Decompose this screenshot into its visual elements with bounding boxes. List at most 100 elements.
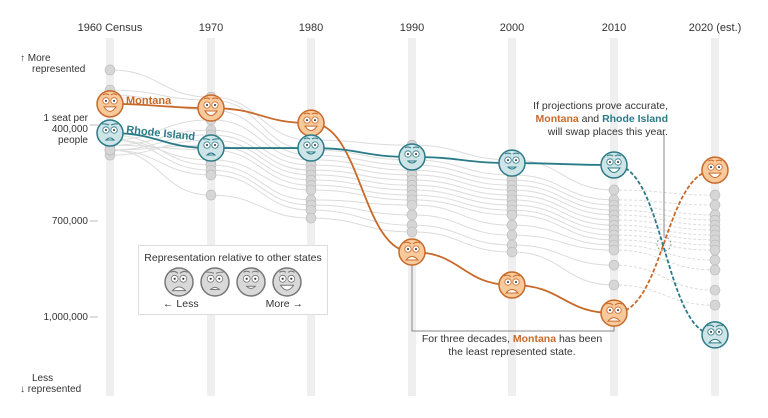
year-column-bar [106,38,114,396]
face-circle [272,267,302,297]
other-state-dot [506,219,518,231]
other-state-line-projected [613,244,716,261]
face-pupil [218,277,221,280]
face-pupil [617,309,619,312]
face-brows [706,324,724,328]
legend-face-1 [164,267,194,297]
face-mouth [506,166,518,170]
face-brows [243,270,259,273]
y-label-top: ↑ More represented [20,53,86,75]
other-state-dot [506,246,518,258]
x-tick-label: 2020 (est.) [689,22,742,34]
legend-face-4 [272,267,302,297]
face-mouth [504,289,520,294]
face-pupil [507,159,509,162]
other-state-line-projected [613,264,716,291]
face-circle [398,143,426,171]
x-tick-label: 1990 [400,22,424,34]
face-pupil [407,248,409,251]
face-mouth [103,106,117,112]
face-brows [303,137,319,140]
other-state-line-projected [613,239,716,251]
rhode-island-face-marker [297,134,325,162]
x-tick-label: 1970 [199,22,223,34]
face-pupil [254,277,257,280]
face-circle [96,119,124,147]
face-pupil [105,99,107,102]
other-state-dot [104,64,116,76]
other-state-dot [205,189,217,201]
montana-label: Montana [126,95,172,107]
face-pupil [718,166,720,169]
face-pupil [718,330,720,333]
face-pupil [206,144,208,147]
other-state-dot [709,299,721,311]
other-state-dot [305,212,317,224]
face-mouth [104,137,116,141]
other-state-dot [709,244,721,256]
rhode-island-line [109,132,615,166]
face-brows [504,152,520,155]
face-pupil [617,161,619,163]
face-pupil [407,153,409,155]
face-circle [600,151,628,179]
other-state-dot [205,169,217,181]
face-circle [600,299,628,327]
face-pupil [306,144,308,147]
face-brows [404,146,420,149]
x-tick-label: 2010 [602,22,626,34]
face-pupil [415,248,417,251]
montana-face-marker [297,109,325,137]
face-pupil [290,277,293,280]
face-brows [170,270,188,274]
other-state-line [109,139,615,241]
legend-faces [164,267,302,297]
face-mouth [245,285,257,289]
face-pupil [113,129,115,131]
year-column-bar [207,38,215,396]
montana-face-marker [498,271,526,299]
face-pupil [245,277,248,280]
face-pupil [415,153,417,155]
face-pupil [609,161,611,163]
face-circle [498,271,526,299]
face-pupil [173,277,176,280]
face-pupil [710,330,712,333]
legend-title: Representation relative to other states [144,252,322,264]
other-state-line-projected [613,284,716,306]
legend-face-2 [200,267,230,297]
montana-face-marker [701,156,729,184]
legend-less: ← Less [163,298,199,310]
other-state-dot [506,229,518,241]
rhode-island-face-marker [398,143,426,171]
other-state-dot [709,284,721,296]
face-pupil [314,119,316,122]
y-tick-700000: 700,000 [51,216,88,227]
other-state-dot [709,254,721,266]
other-state-dot [608,259,620,271]
face-pupil [214,144,216,147]
face-pupil [515,159,517,162]
other-state-dot [406,209,418,221]
face-brows [279,270,295,273]
face-mouth [406,160,418,164]
montana-face-marker [197,94,225,122]
x-tick-label: 1980 [299,22,323,34]
face-pupil [182,277,185,280]
rhode-island-face-marker [197,134,225,162]
face-pupil [209,277,212,280]
face-pupil [113,99,115,102]
face-pupil [710,166,712,169]
other-state-line-projected [613,249,716,271]
y-tick-400000: 1 seat per 400,000 people [43,113,88,146]
face-brows [503,274,521,278]
face-circle [164,267,194,297]
other-state-line [109,69,615,191]
y-tick-1000000: 1,000,000 [43,312,89,323]
face-circle [297,109,325,137]
face-mouth [171,286,187,292]
swap-annotation: If projections prove accurate, Montana a… [533,100,668,138]
face-mouth [707,338,723,344]
face-pupil [314,144,316,147]
